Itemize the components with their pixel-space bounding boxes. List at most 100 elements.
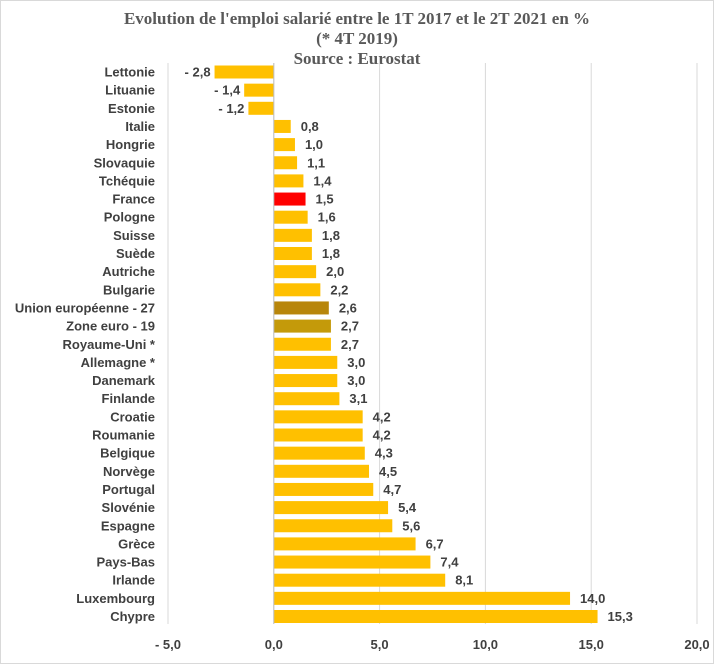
value-label-19: 4,2 (373, 409, 391, 424)
bar-30 (273, 610, 598, 623)
value-label-13: 2,6 (339, 300, 357, 315)
bar-1 (244, 83, 274, 97)
value-label-21: 4,3 (375, 446, 393, 461)
bar-22 (273, 464, 370, 478)
category-label-28: Irlande (112, 573, 155, 588)
value-label-8: 1,6 (318, 210, 336, 225)
bar-2 (248, 101, 274, 115)
bar-12 (273, 283, 321, 297)
category-label-5: Slovaquie (94, 155, 155, 170)
value-label-7: 1,5 (316, 192, 334, 207)
bar-9 (273, 228, 312, 242)
category-label-29: Luxembourg (76, 591, 155, 606)
bar-3 (273, 119, 291, 133)
category-label-14: Zone euro - 19 (66, 319, 155, 334)
category-label-11: Autriche (102, 264, 155, 279)
bar-24 (273, 501, 389, 515)
x-tick-label-1: 0,0 (265, 637, 283, 652)
bar-6 (273, 174, 304, 188)
category-label-6: Tchéquie (99, 173, 155, 188)
category-label-27: Pays-Bas (96, 555, 155, 570)
value-label-20: 4,2 (373, 428, 391, 443)
value-label-28: 8,1 (455, 573, 473, 588)
bar-29 (273, 591, 571, 605)
value-label-6: 1,4 (313, 173, 332, 188)
bar-4 (273, 138, 295, 152)
value-label-12: 2,2 (330, 282, 348, 297)
category-label-4: Hongrie (106, 137, 155, 152)
bar-7 (273, 192, 306, 206)
category-label-22: Norvège (103, 464, 155, 479)
bar-14 (273, 319, 331, 333)
value-label-24: 5,4 (398, 500, 417, 515)
category-label-23: Portugal (102, 482, 155, 497)
bar-16 (273, 355, 338, 369)
category-label-1: Lituanie (105, 83, 155, 98)
category-label-24: Slovénie (102, 500, 155, 515)
value-label-22: 4,5 (379, 464, 397, 479)
bar-15 (273, 337, 331, 351)
value-label-9: 1,8 (322, 228, 340, 243)
category-label-12: Bulgarie (103, 282, 155, 297)
value-label-14: 2,7 (341, 319, 359, 334)
category-label-13: Union européenne - 27 (15, 300, 155, 315)
bar-0 (214, 65, 274, 79)
category-label-15: Royaume-Uni * (63, 337, 156, 352)
value-label-1: - 1,4 (214, 83, 241, 98)
value-label-4: 1,0 (305, 137, 323, 152)
value-label-30: 15,3 (608, 609, 633, 624)
value-label-15: 2,7 (341, 337, 359, 352)
value-label-23: 4,7 (383, 482, 401, 497)
value-label-10: 1,8 (322, 246, 340, 261)
category-label-30: Chypre (110, 609, 155, 624)
bar-26 (273, 537, 416, 551)
bar-23 (273, 482, 374, 496)
value-label-3: 0,8 (301, 119, 319, 134)
bar-8 (273, 210, 308, 224)
bar-10 (273, 247, 312, 260)
category-label-10: Suède (116, 246, 155, 261)
value-label-0: - 2,8 (185, 65, 211, 80)
bar-27 (273, 555, 431, 569)
bar-20 (273, 428, 363, 442)
category-label-7: France (112, 192, 155, 207)
x-tick-label-3: 10,0 (473, 637, 498, 652)
chart-title-line-2: (* 4T 2019) (316, 29, 398, 48)
value-label-17: 3,0 (347, 373, 365, 388)
category-label-8: Pologne (104, 210, 155, 225)
category-label-20: Roumanie (92, 428, 155, 443)
category-label-0: Lettonie (104, 65, 155, 80)
bar-25 (273, 519, 393, 533)
x-tick-label-0: - 5,0 (155, 637, 181, 652)
bar-19 (273, 410, 363, 424)
x-tick-label-5: 20,0 (684, 637, 709, 652)
value-label-18: 3,1 (349, 391, 367, 406)
bar-28 (273, 573, 446, 587)
category-label-19: Croatie (110, 409, 155, 424)
value-label-27: 7,4 (440, 555, 459, 570)
category-label-2: Estonie (108, 101, 155, 116)
x-tick-label-2: 5,0 (371, 637, 389, 652)
value-label-29: 14,0 (580, 591, 605, 606)
category-label-16: Allemagne * (81, 355, 156, 370)
category-label-9: Suisse (113, 228, 155, 243)
value-label-16: 3,0 (347, 355, 365, 370)
x-tick-label-4: 15,0 (579, 637, 604, 652)
value-label-5: 1,1 (307, 155, 325, 170)
bar-5 (273, 156, 298, 170)
bar-21 (273, 446, 365, 460)
bar-18 (273, 392, 340, 406)
value-label-11: 2,0 (326, 264, 344, 279)
category-label-26: Grèce (118, 536, 155, 551)
category-label-17: Danemark (92, 373, 156, 388)
category-label-18: Finlande (102, 391, 155, 406)
chart-title-line-3: Source : Eurostat (293, 49, 421, 68)
chart-title: Evolution de l'emploi salarié entre le 1… (1, 9, 713, 69)
category-label-21: Belgique (100, 446, 155, 461)
bar-17 (273, 374, 338, 388)
bar-11 (273, 265, 317, 279)
value-label-26: 6,7 (426, 536, 444, 551)
value-label-25: 5,6 (402, 518, 420, 533)
